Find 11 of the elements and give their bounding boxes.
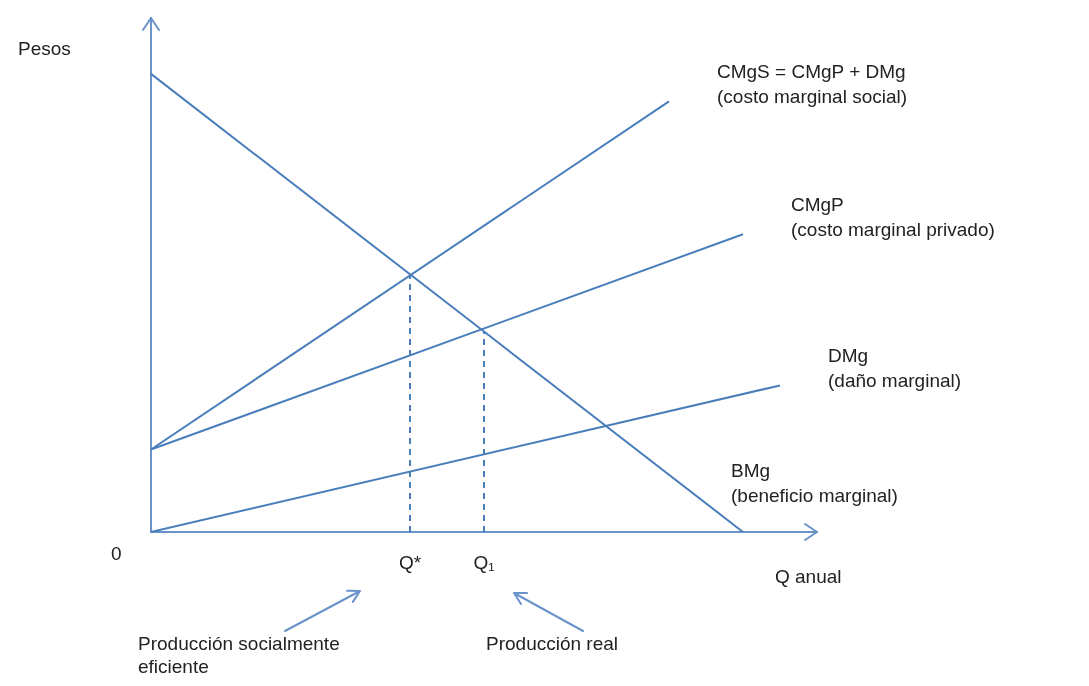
x-tick-label: Q₁: [473, 551, 495, 573]
text: Producción socialmente eficiente: [138, 632, 341, 678]
series-label: BMg (beneficio marginal): [731, 459, 898, 506]
x-axis-title: Q anual: [775, 565, 842, 587]
text: CMgP (costo marginal privado): [791, 193, 995, 240]
y-axis-title: Pesos: [18, 37, 71, 59]
x-tick-label: Q*: [398, 551, 422, 573]
text: DMg (daño marginal): [828, 345, 962, 392]
text: 0: [111, 542, 123, 565]
text: CMgS = CMgP + DMg (costo marginal social): [717, 61, 908, 108]
text: Producción real: [486, 632, 620, 655]
